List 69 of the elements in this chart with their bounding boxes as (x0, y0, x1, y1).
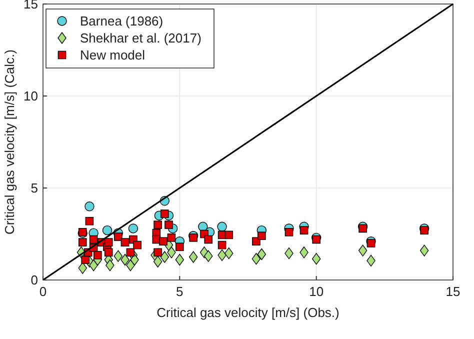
point (89, 259, 98, 272)
point (78, 238, 87, 246)
point (257, 248, 266, 260)
point (252, 252, 261, 265)
point (114, 250, 123, 262)
point (176, 242, 184, 252)
point (366, 239, 376, 248)
point (160, 251, 169, 263)
point (94, 251, 102, 260)
point (312, 252, 321, 265)
point (358, 224, 367, 233)
point (160, 210, 169, 218)
point (85, 216, 94, 226)
point (84, 202, 94, 212)
point (204, 250, 213, 262)
point (120, 254, 130, 266)
point (154, 220, 162, 229)
point (218, 249, 226, 262)
point (128, 224, 138, 234)
point (252, 237, 260, 246)
y-tick-label: 10 (24, 88, 38, 104)
legend-label: Shekhar et al. (2017) (80, 30, 202, 46)
point (188, 251, 198, 263)
point (102, 225, 112, 236)
point (420, 226, 428, 234)
point (126, 259, 135, 272)
point (104, 238, 113, 246)
point (81, 256, 90, 264)
point (358, 244, 368, 256)
point (154, 248, 162, 257)
x-tick-label: 5 (176, 284, 184, 299)
legend-label: Barnea (1986) (80, 14, 164, 29)
point (153, 256, 162, 268)
point (89, 235, 98, 244)
point (204, 235, 213, 244)
point (300, 226, 308, 234)
y-tick-label: 15 (24, 0, 38, 12)
point (224, 247, 234, 260)
point (420, 244, 429, 256)
point (284, 247, 294, 260)
legend-label: New model (80, 48, 146, 63)
point (164, 220, 173, 229)
point (114, 232, 122, 241)
point (126, 248, 135, 257)
point (130, 254, 139, 266)
point (218, 240, 226, 250)
point (104, 248, 113, 257)
point (217, 222, 227, 232)
point (189, 234, 198, 242)
point (106, 259, 114, 272)
point (167, 234, 176, 242)
x-tick-label: 15 (446, 284, 460, 299)
x-tick-label: 10 (309, 284, 324, 299)
point (120, 238, 130, 246)
point (175, 254, 184, 266)
point (366, 254, 376, 267)
point (78, 262, 87, 274)
point (312, 235, 320, 244)
point (258, 232, 266, 240)
point (284, 228, 294, 236)
point (159, 237, 168, 246)
point (224, 230, 234, 240)
point (133, 240, 142, 250)
y-tick-label: 5 (30, 180, 38, 196)
x-axis-title: Critical gas velocity [m/s] (Obs.) (156, 305, 340, 320)
point (300, 246, 308, 258)
y-tick-label: 0 (30, 272, 38, 288)
y-axis-title: Critical gas velocity [m/s] (Calc.) (2, 50, 17, 234)
point (167, 246, 176, 258)
